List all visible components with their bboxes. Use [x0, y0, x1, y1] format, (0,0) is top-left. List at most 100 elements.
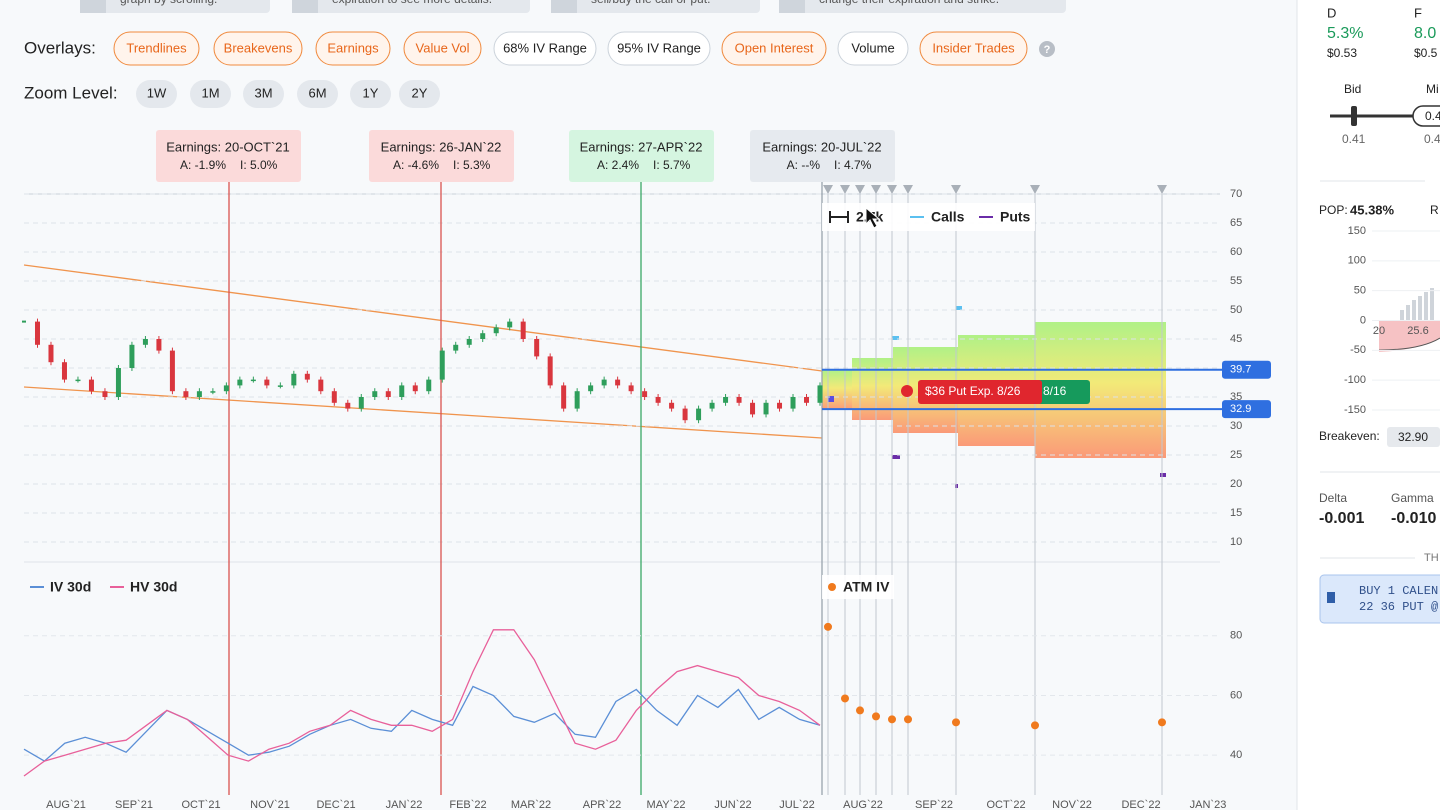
x-tick-label: AUG`21 [46, 799, 86, 810]
candle [22, 320, 26, 323]
overlay-button[interactable] [607, 31, 711, 66]
expiration-marker[interactable] [903, 185, 913, 194]
col-price: $0.53 [1327, 46, 1357, 60]
overlay-button[interactable] [837, 31, 909, 66]
overlay-button[interactable] [919, 31, 1028, 66]
candle [291, 373, 297, 386]
copy-icon[interactable] [1327, 592, 1335, 603]
legend-label: ATM IV [843, 579, 890, 595]
tooltip-green [1030, 380, 1090, 404]
expiration-marker[interactable] [1157, 185, 1167, 194]
expiration-marker[interactable] [871, 185, 881, 194]
atm-iv-point [841, 694, 849, 703]
candle [88, 379, 94, 392]
candle [318, 379, 324, 392]
earnings-implied: I: 5.3% [453, 158, 491, 172]
candle [804, 397, 810, 403]
pnl-tick-label: 150 [1348, 225, 1366, 237]
candle [277, 385, 283, 387]
expiration-marker[interactable] [855, 185, 865, 194]
candle [642, 391, 648, 397]
return-label: R [1430, 203, 1439, 217]
hint-text: expiration to see more details. [332, 0, 492, 6]
candle [682, 408, 688, 421]
tooltip-dot[interactable] [901, 385, 913, 397]
candle [655, 397, 661, 403]
candle [169, 350, 175, 392]
x-tick-label: MAY`22 [647, 799, 686, 810]
earnings-implied: I: 4.7% [834, 158, 872, 172]
x-tick-label: OCT`22 [986, 799, 1025, 810]
y-tick-label: 35 [1230, 391, 1242, 403]
hint-text: sell/buy the call or put. [591, 0, 710, 6]
x-tick-label: SEP`21 [115, 799, 153, 810]
earnings-implied: I: 5.7% [653, 158, 691, 172]
expiration-marker[interactable] [840, 185, 850, 194]
mid-label: Mi [1426, 82, 1439, 96]
hint-box [779, 0, 1066, 13]
candle [426, 379, 432, 392]
expiration-marker[interactable] [887, 185, 897, 194]
zoom-button[interactable] [190, 80, 231, 108]
atm-iv-point [1031, 721, 1039, 730]
bid-value: 0.41 [1342, 132, 1366, 146]
level-badge [1222, 400, 1271, 419]
candle [129, 344, 135, 368]
earnings-actual: A: -1.9% [180, 158, 226, 172]
greek-value: -0.001 [1319, 510, 1364, 527]
hint-box [551, 0, 760, 13]
x-tick-label: DEC`22 [1121, 799, 1160, 810]
overlay-button[interactable] [493, 31, 597, 66]
candle [750, 402, 756, 415]
mid-box: 0.4 [1425, 109, 1440, 123]
earnings-box [369, 130, 514, 182]
pop-value: 45.38% [1350, 202, 1395, 217]
pop-label: POP: [1319, 203, 1348, 217]
y-tick-label: 30 [1230, 420, 1242, 432]
earnings-actual: A: --% [787, 158, 821, 172]
candle [399, 385, 405, 397]
overlay-button[interactable] [721, 31, 827, 66]
legend-bg [822, 203, 1035, 231]
col-pct: 8.0 [1414, 25, 1436, 42]
overlay-button[interactable] [213, 31, 303, 66]
zoom-button[interactable] [243, 80, 284, 108]
order-box[interactable] [1319, 574, 1440, 624]
candle [34, 321, 40, 345]
x-tick-label: NOV`21 [250, 799, 290, 810]
zoom-button[interactable] [297, 80, 338, 108]
overlay-label: Volume [851, 40, 894, 55]
overlay-button[interactable] [403, 31, 482, 66]
atm-iv-point [952, 718, 960, 727]
mid-input[interactable] [1412, 105, 1440, 127]
pnl-tick-label: 50 [1354, 285, 1366, 297]
earnings-title: Earnings: 20-OCT`21 [166, 139, 290, 154]
y-tick-label: 60 [1230, 246, 1242, 258]
help-text: ? [1044, 44, 1051, 56]
overlay-button[interactable] [315, 31, 391, 66]
slider-handle[interactable] [1351, 106, 1357, 126]
expiration-marker[interactable] [823, 185, 833, 194]
x-tick-label: AUG`22 [843, 799, 883, 810]
legend-label: HV 30d [130, 579, 177, 595]
greek-value: -0.010 [1391, 510, 1436, 527]
expiration-marker[interactable] [951, 185, 961, 194]
overlay-label: Open Interest [735, 40, 814, 55]
zoom-button[interactable] [136, 80, 177, 108]
help-icon[interactable] [1039, 41, 1055, 57]
earnings-box [156, 130, 301, 182]
overlay-button[interactable] [113, 31, 200, 66]
hint-box [80, 0, 270, 13]
col-pct: 5.3% [1327, 25, 1363, 42]
zoom-button[interactable] [399, 80, 440, 108]
x-tick-label: JUL`22 [779, 799, 814, 810]
expiration-marker[interactable] [1030, 185, 1040, 194]
hint-icon [551, 0, 577, 13]
candle [250, 379, 256, 382]
volume-icon [829, 211, 849, 223]
candle [817, 385, 823, 403]
order-line: BUY 1 CALEN [1359, 584, 1438, 598]
zoom-button[interactable] [350, 80, 391, 108]
candle [439, 350, 445, 380]
